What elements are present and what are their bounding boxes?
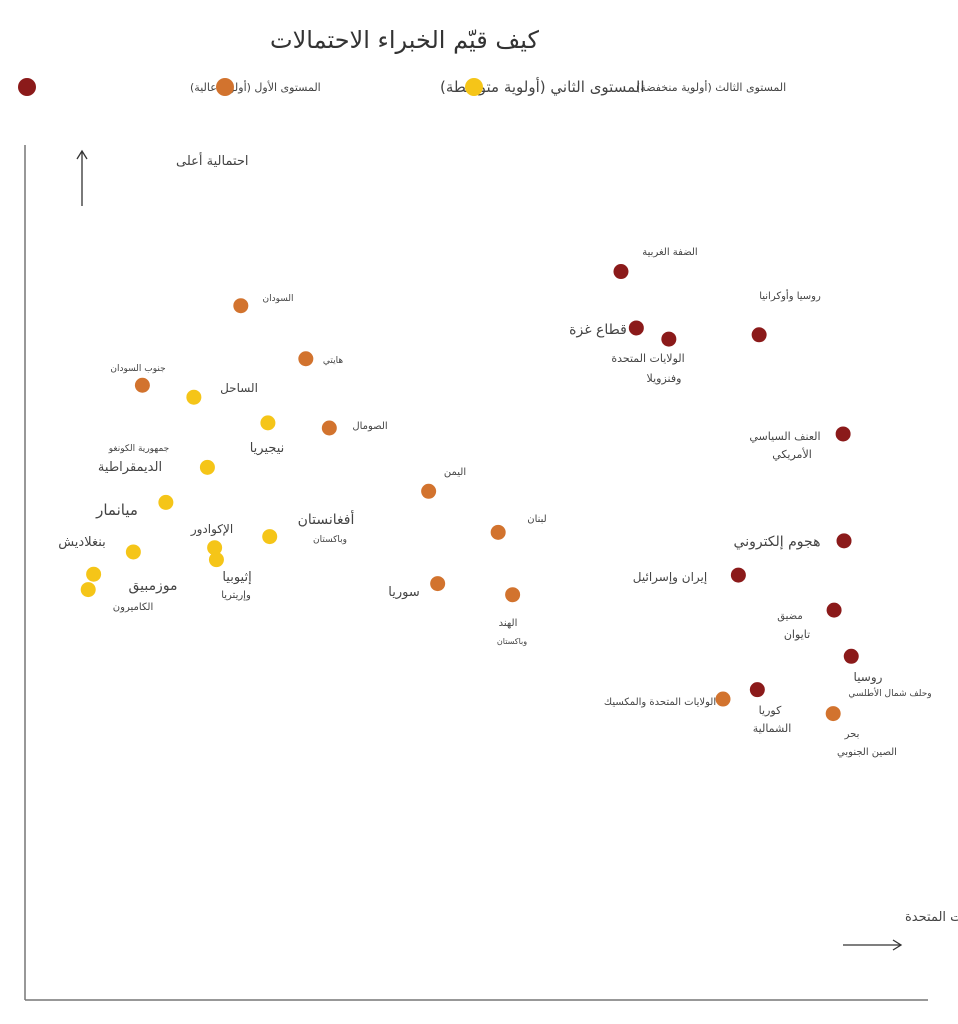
data-label: بنغلاديش — [58, 535, 106, 550]
data-point — [298, 351, 314, 367]
data-label: كوريا — [759, 704, 782, 717]
legend-label-high: المستوى الأول (أولوية عالية) — [190, 80, 321, 94]
data-point — [199, 459, 215, 475]
data-label: وباكستان — [497, 637, 527, 646]
data-label: الإكوادور — [190, 522, 233, 537]
legend-marker-medium — [216, 78, 234, 96]
data-label: الولايات المتحدة والمكسيك — [604, 697, 716, 708]
data-point — [134, 377, 150, 393]
data-point — [86, 566, 102, 582]
data-point — [843, 648, 859, 664]
legend-label-low: المستوى الثالث (أولوية منخفضة) — [636, 80, 786, 94]
legend-marker-low — [465, 78, 483, 96]
data-label: روسيا — [854, 670, 883, 685]
data-point — [186, 389, 202, 405]
data-labels: الضفة الغربية قطاع غزة الولايات المتحدة وفن… — [58, 247, 931, 758]
data-label: مضيق — [777, 611, 802, 622]
data-label: الصومال — [352, 421, 387, 432]
data-label: هجوم إلكتروني — [734, 534, 821, 550]
data-label: هايتي — [323, 356, 343, 366]
data-point — [321, 420, 337, 436]
data-point — [836, 533, 852, 549]
data-label: الضفة الغربية — [642, 247, 697, 258]
x-axis-arrow-icon — [843, 939, 903, 951]
data-point — [80, 582, 96, 598]
data-point — [613, 264, 629, 280]
data-point — [430, 576, 446, 592]
data-label: موزمبيق — [128, 578, 177, 594]
data-label: أفغانستان — [298, 510, 355, 528]
data-label: وحلف شمال الأطلسي — [848, 687, 931, 699]
legend-marker-high — [18, 78, 36, 96]
data-point — [125, 544, 141, 560]
data-label: الشمالية — [753, 722, 792, 735]
data-point — [207, 540, 223, 556]
data-point — [505, 587, 521, 603]
data-label: الهند — [499, 618, 518, 629]
data-label: إثيوبيا — [222, 570, 251, 585]
data-label: وباكستان — [313, 535, 347, 545]
legend: المستوى الأول (أولوية عالية) المستوى الث… — [18, 77, 786, 97]
data-point — [490, 524, 506, 540]
data-label: سوريا — [388, 585, 419, 600]
x-axis-label: تأثير أكبر على مصالح الولايات المتحدة — [905, 907, 958, 925]
data-label: وفنزويلا — [647, 372, 682, 385]
data-point — [421, 483, 437, 499]
data-label: تايوان — [784, 628, 810, 641]
data-label: جنوب السودان — [110, 364, 165, 374]
data-label: قطاع غزة — [569, 322, 627, 338]
data-point — [233, 298, 249, 314]
data-point — [715, 691, 731, 707]
data-label: الساحل — [220, 381, 258, 395]
data-point — [260, 415, 276, 431]
data-points — [80, 264, 859, 722]
legend-label-medium: المستوى الثاني (أولوية متوسطة) — [440, 77, 645, 97]
chart-title: كيف قيّم الخبراء الاحتمالات — [270, 26, 539, 54]
data-label: الصين الجنوبي — [837, 747, 897, 758]
data-label: ميانمار — [95, 501, 138, 519]
data-label: وإريتريا — [221, 590, 251, 601]
data-label: السودان — [262, 294, 293, 304]
data-label: الولايات المتحدة — [611, 352, 684, 365]
data-point — [826, 602, 842, 618]
data-label: بحر — [844, 729, 860, 740]
y-axis-arrow-icon — [76, 149, 88, 206]
data-label: الكاميرون — [113, 602, 153, 613]
y-axis-label: احتمالية أعلى — [176, 152, 249, 169]
data-point — [158, 494, 174, 510]
data-point — [835, 426, 851, 442]
data-point — [208, 552, 224, 568]
data-point — [751, 327, 767, 343]
data-point — [262, 529, 278, 545]
data-point — [825, 706, 841, 722]
data-label: الديمقراطية — [98, 460, 162, 475]
data-label: إيران وإسرائيل — [633, 570, 707, 585]
data-label: اليمن — [444, 467, 466, 478]
data-point — [628, 320, 644, 336]
data-label: روسيا وأوكرانيا — [759, 289, 821, 302]
data-label: العنف السياسي — [749, 430, 820, 443]
data-label: لبنان — [527, 514, 546, 525]
data-label: نيجيريا — [250, 441, 285, 456]
data-label: جمهورية الكونغو — [108, 444, 169, 454]
data-point — [749, 682, 765, 698]
data-label: الأمريكي — [772, 447, 812, 461]
data-point — [730, 567, 746, 583]
data-point — [661, 331, 677, 347]
